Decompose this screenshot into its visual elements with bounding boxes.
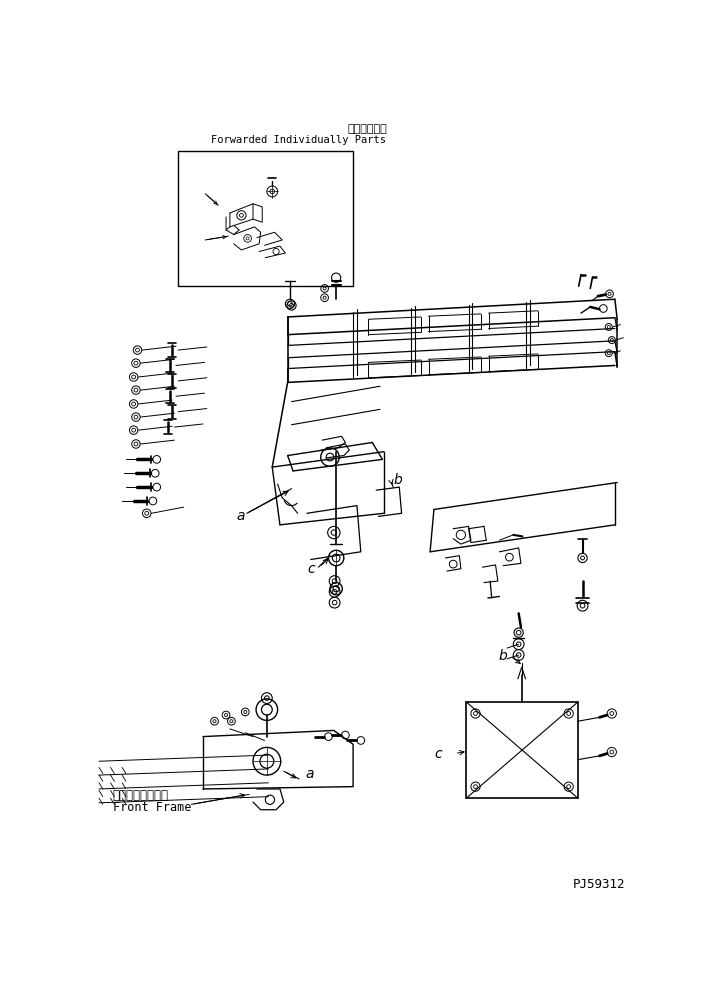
Text: a: a — [236, 509, 245, 523]
Text: c: c — [434, 747, 442, 761]
Text: Front Frame: Front Frame — [113, 801, 191, 814]
Text: c: c — [307, 562, 314, 576]
Text: 単品発送部品: 単品発送部品 — [347, 124, 387, 134]
Text: フロントフレーム: フロントフレーム — [113, 789, 169, 802]
Text: a: a — [305, 767, 314, 781]
Text: Forwarded Individually Parts: Forwarded Individually Parts — [211, 135, 386, 145]
Bar — [178, 152, 353, 286]
Text: b: b — [498, 649, 508, 662]
Text: b: b — [394, 473, 402, 487]
Bar — [466, 701, 578, 798]
Text: PJ59312: PJ59312 — [573, 878, 625, 891]
